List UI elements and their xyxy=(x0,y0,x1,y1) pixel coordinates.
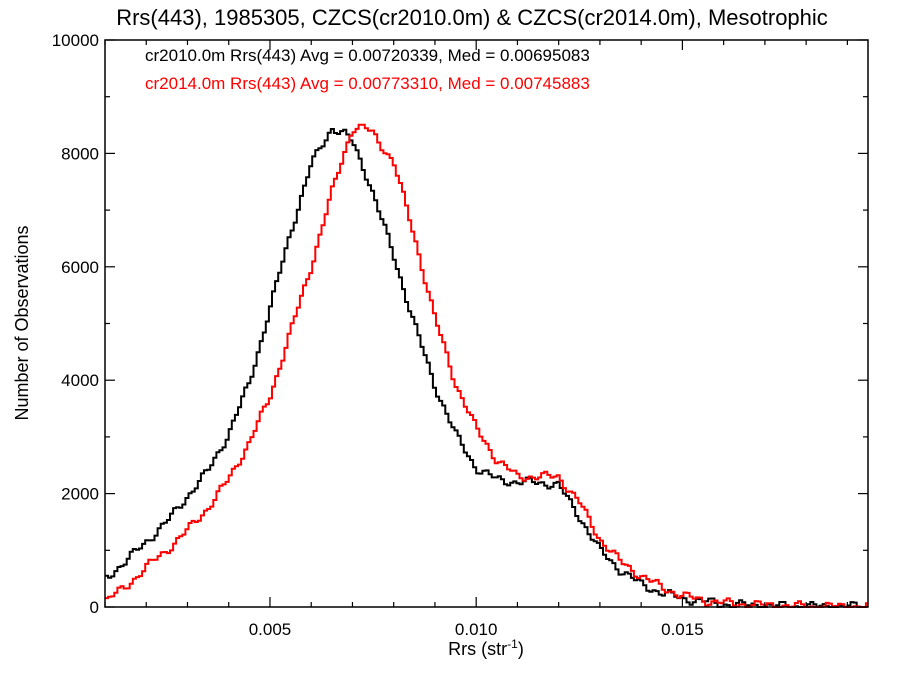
legend-entry-cr2014.0m: cr2014.0m Rrs(443) Avg = 0.00773310, Med… xyxy=(145,74,590,93)
x-axis-label-exponent: -1 xyxy=(507,637,518,651)
legend: cr2010.0m Rrs(443) Avg = 0.00720339, Med… xyxy=(145,46,590,93)
series-line-cr2014.0m xyxy=(105,123,868,608)
y-tick-label: 10000 xyxy=(52,31,99,50)
x-axis-ticks: 0.005 0.010 0.015 xyxy=(104,40,848,639)
x-axis-label-close: ) xyxy=(518,639,524,659)
y-tick-label: 6000 xyxy=(61,258,99,277)
y-axis-ticks: 0 2000 4000 6000 8000 10000 xyxy=(52,31,868,617)
y-tick-label: 2000 xyxy=(61,485,99,504)
x-tick-label: 0.010 xyxy=(455,620,498,639)
x-tick-label: 0.015 xyxy=(661,620,704,639)
x-axis-label: Rrs (str-1) xyxy=(448,637,524,659)
y-tick-label: 0 xyxy=(90,598,99,617)
series-layer xyxy=(105,123,868,608)
legend-entry-cr2010.0m: cr2010.0m Rrs(443) Avg = 0.00720339, Med… xyxy=(145,46,590,65)
x-axis-label-main: Rrs (str xyxy=(448,639,507,659)
series-line-cr2010.0m xyxy=(105,128,868,608)
y-axis-label: Number of Observations xyxy=(12,225,32,420)
chart-title: Rrs(443), 1985305, CZCS(cr2010.0m) & CZC… xyxy=(116,5,828,30)
y-tick-label: 8000 xyxy=(61,144,99,163)
y-tick-label: 4000 xyxy=(61,371,99,390)
x-tick-label: 0.005 xyxy=(249,620,292,639)
